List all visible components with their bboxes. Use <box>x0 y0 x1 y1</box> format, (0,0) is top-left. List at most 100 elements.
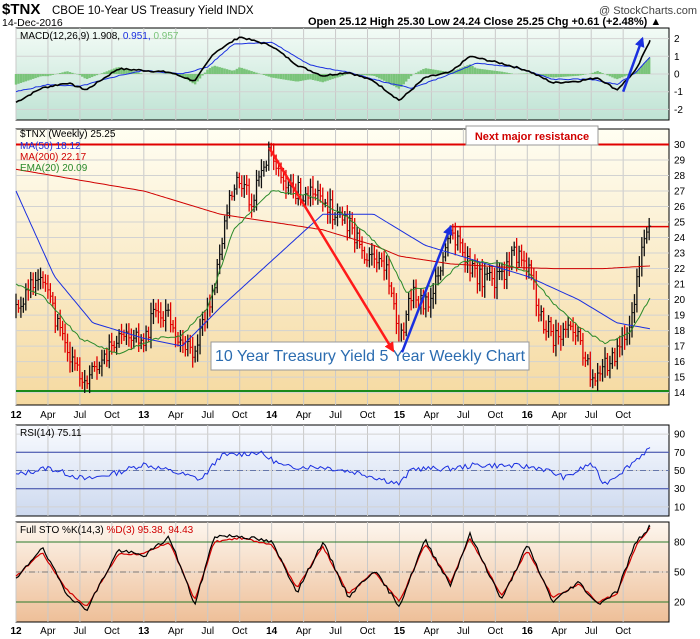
macd-histogram-bar <box>493 70 496 74</box>
macd-histogram-bar <box>574 74 577 76</box>
macd-histogram-bar <box>252 71 256 74</box>
macd-histogram-bar <box>14 74 18 85</box>
rsi-y-tick-label: 90 <box>674 430 686 441</box>
macd-histogram-bar <box>17 74 20 84</box>
macd-histogram-bar <box>127 69 131 74</box>
macd-histogram-bar <box>547 74 550 77</box>
macd-histogram-bar <box>85 74 89 79</box>
axis-labels: 1212AprAprJulJulOctOct1313AprAprJulJulOc… <box>10 34 685 637</box>
macd-histogram-bar <box>324 74 327 82</box>
x-axis-tick-label-bottom: Apr <box>551 626 567 637</box>
macd-histogram-bar <box>284 74 288 80</box>
macd-histogram-bar <box>250 71 253 74</box>
macd-histogram-bar <box>34 74 37 79</box>
price-y-tick-label: 24 <box>674 233 686 244</box>
macd-histogram-bar <box>385 74 388 82</box>
rsi-y-tick-label: 70 <box>674 448 686 459</box>
x-axis-tick-label-bottom: Jul <box>585 626 598 637</box>
x-axis-tick-label: Jul <box>201 410 214 421</box>
macd-histogram-bar <box>581 74 585 75</box>
macd-histogram-bar <box>245 69 248 74</box>
macd-histogram-bar <box>220 67 224 74</box>
macd-histogram-bar <box>306 74 310 80</box>
macd-histogram-bar <box>19 74 23 83</box>
macd-histogram-bar <box>90 74 94 78</box>
ma200-line <box>15 168 651 270</box>
macd-histogram-bar <box>186 74 189 81</box>
macd-histogram-bar <box>267 74 270 77</box>
macd-histogram-bar <box>58 72 62 74</box>
price-legend: $TNX (Weekly) 25.25 <box>20 129 116 140</box>
macd-histogram-bar <box>225 69 229 74</box>
macd-histogram-bar <box>382 74 386 81</box>
macd-histogram-bar <box>495 71 499 74</box>
macd-histogram-bar <box>566 74 570 77</box>
macd-rise-arrow <box>621 36 645 93</box>
x-axis-tick-label: Apr <box>424 410 440 421</box>
macd-histogram-bar <box>289 74 293 81</box>
ema20-line <box>15 190 651 355</box>
macd-histogram-bar <box>282 74 285 80</box>
x-axis-tick-label: Jul <box>74 410 87 421</box>
macd-histogram-bar <box>39 74 42 77</box>
macd-histogram-bar <box>321 74 324 83</box>
macd-series <box>14 36 651 103</box>
macd-histogram-bar <box>483 69 486 74</box>
macd-histogram-bar <box>613 74 617 79</box>
macd-histogram-bar <box>100 73 104 74</box>
decline-arrow <box>268 146 395 353</box>
macd-histogram-bar <box>400 74 403 88</box>
macd-histogram-bar <box>201 74 204 76</box>
macd-histogram-bar <box>544 74 548 77</box>
macd-histogram-bar <box>206 69 209 74</box>
x-axis-tick-label-bottom: Oct <box>488 626 504 637</box>
macd-histogram-bar <box>328 74 332 80</box>
macd-histogram-bar <box>419 70 423 74</box>
macd-histogram-bar <box>110 69 113 74</box>
macd-histogram-bar <box>135 71 138 74</box>
chart-date: 14-Dec-2016 <box>2 17 63 29</box>
macd-histogram-bar <box>66 71 69 74</box>
macd-histogram-bar <box>265 74 268 76</box>
macd-histogram-bar <box>36 74 40 78</box>
macd-line <box>15 36 651 103</box>
x-axis-tick-label: 14 <box>266 410 278 421</box>
macd-histogram-bar <box>459 68 462 74</box>
macd-histogram-bar <box>233 70 236 74</box>
macd-histogram-bar <box>103 72 106 74</box>
macd-histogram-bar <box>409 74 413 77</box>
macd-legend-hist: 0.957 <box>153 31 178 42</box>
macd-histogram-bar <box>235 68 239 74</box>
macd-histogram-bar <box>562 74 565 77</box>
rsi-series <box>15 447 669 490</box>
macd-histogram-bar <box>503 72 506 74</box>
macd-histogram-bar <box>297 74 300 82</box>
sto-y-tick-label: 50 <box>674 568 686 579</box>
macd-histogram-bar <box>130 70 133 74</box>
x-axis-tick-label: Apr <box>551 410 567 421</box>
macd-histogram-bar <box>272 74 275 78</box>
macd-histogram-bar <box>569 74 572 77</box>
macd-histogram-bar <box>71 72 74 74</box>
macd-histogram-bar <box>189 74 192 82</box>
macd-histogram-bar <box>105 71 109 74</box>
macd-histogram-bar <box>331 74 334 80</box>
macd-histogram-bar <box>490 70 494 74</box>
instrument-description: CBOE 10-Year US Treasury Yield INDX <box>52 5 254 17</box>
macd-histogram-bar <box>238 67 241 74</box>
macd-histogram-bar <box>380 74 383 80</box>
macd-histogram-bar <box>368 74 371 76</box>
macd-histogram-bar <box>473 67 477 74</box>
macd-histogram-bar <box>647 57 651 74</box>
macd-histogram-bar <box>397 74 401 89</box>
price-y-tick-label: 23 <box>674 249 686 260</box>
macd-histogram-bar <box>432 69 435 74</box>
macd-histogram-bar <box>463 66 467 74</box>
macd-histogram-bar <box>414 72 418 74</box>
x-axis-tick-label: Apr <box>40 410 56 421</box>
x-axis-tick-label-bottom: 13 <box>138 626 150 637</box>
price-y-tick-label: 26 <box>674 202 686 213</box>
macd-histogram-bar <box>81 74 84 77</box>
macd-histogram-bar <box>593 71 597 74</box>
x-axis-tick-label: 13 <box>138 410 150 421</box>
